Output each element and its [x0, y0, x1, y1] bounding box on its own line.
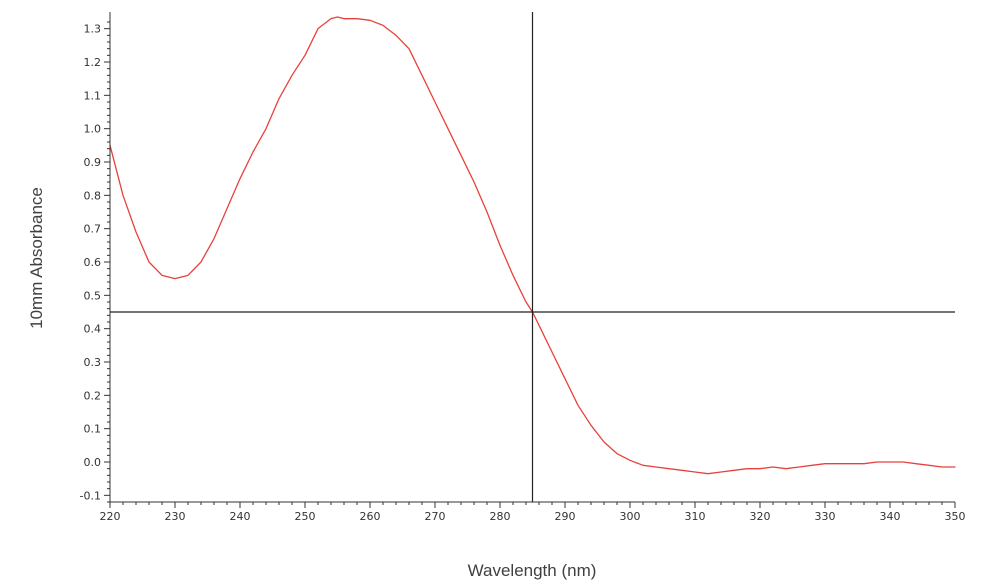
y-tick-label: 0.6	[84, 256, 102, 269]
ticks-layer	[104, 21, 956, 508]
y-tick-label: 0.3	[84, 356, 102, 369]
y-tick-label: 0.0	[84, 456, 102, 469]
y-tick-label: 0.8	[84, 189, 102, 202]
y-tick-label: 1.3	[84, 23, 102, 36]
series-line-0	[109, 16, 956, 475]
x-tick-label: 290	[555, 510, 576, 523]
tick-labels-layer: 220 230 240 250 260 270 280 290 300 310 320 330 340 3…	[80, 23, 966, 523]
x-tick-label: 350	[945, 510, 966, 523]
y-tick-label: -0.1	[80, 489, 101, 502]
crosshair-layer	[110, 12, 955, 502]
x-tick-label: 340	[880, 510, 901, 523]
x-axis-title: Wavelength (nm)	[468, 561, 597, 580]
x-tick-label: 330	[815, 510, 836, 523]
y-tick-label: 0.7	[84, 223, 102, 236]
x-tick-label: 310	[685, 510, 706, 523]
x-tick-label: 230	[165, 510, 186, 523]
x-tick-label: 220	[100, 510, 121, 523]
x-tick-label: 280	[490, 510, 511, 523]
x-tick-label: 260	[360, 510, 381, 523]
plot-curve-layer	[109, 16, 956, 475]
y-tick-label: 0.9	[84, 156, 102, 169]
x-tick-label: 270	[425, 510, 446, 523]
x-tick-label: 240	[230, 510, 251, 523]
y-tick-label: 0.2	[84, 389, 102, 402]
y-tick-label: 1.1	[84, 89, 102, 102]
axes-layer	[109, 12, 955, 503]
x-tick-label: 300	[620, 510, 641, 523]
y-tick-label: 1.2	[84, 56, 102, 69]
x-tick-label: 250	[295, 510, 316, 523]
y-tick-label: 1.0	[84, 123, 102, 136]
y-tick-label: 0.5	[84, 289, 102, 302]
x-tick-label: 320	[750, 510, 771, 523]
y-axis-title: 10mm Absorbance	[27, 187, 46, 329]
y-tick-label: 0.1	[84, 423, 102, 436]
y-tick-label: 0.4	[84, 323, 102, 336]
